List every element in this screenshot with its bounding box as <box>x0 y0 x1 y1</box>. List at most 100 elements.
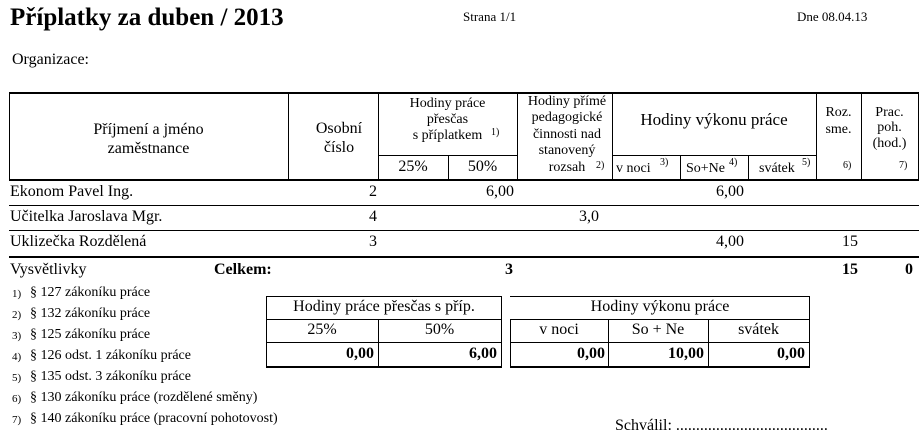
footnote-text: § 130 zákoníku práce (rozdělené směny) <box>30 390 258 405</box>
cell: 2 <box>369 183 377 200</box>
column-header: Roz. sme. <box>825 105 852 137</box>
column-header: Prac. poh. (hod.) <box>872 105 907 151</box>
column-header: Hodiny práce přesčas s příplatkem <box>409 96 486 144</box>
rule <box>748 155 749 180</box>
rule <box>510 319 810 320</box>
rule <box>816 93 817 180</box>
cell: 3 <box>369 233 377 250</box>
footnote-ref: 6) <box>843 160 852 171</box>
cell: 6,00 <box>716 183 744 200</box>
footnote-ref: 3) <box>660 157 669 168</box>
rule <box>680 155 681 180</box>
footnote-text: § 125 zákoníku práce <box>30 327 151 342</box>
footnote-ref: 2) <box>596 160 605 171</box>
summary-value: 0,00 <box>777 345 805 362</box>
rule <box>861 93 862 180</box>
cell: 4,00 <box>716 233 744 250</box>
column-header: Hodiny přímé pedagogické činnosti nad st… <box>527 94 607 175</box>
summary-header: svátek <box>738 321 779 338</box>
column-header: Osobní číslo <box>315 120 363 157</box>
employee-name: Učitelka Jaroslava Mgr. <box>10 208 163 225</box>
total: 15 <box>842 261 858 278</box>
column-header: v noci <box>616 161 651 176</box>
rule <box>378 155 517 156</box>
rule <box>9 230 919 231</box>
footnote-mark: 6) <box>12 393 22 405</box>
summary-header: 50% <box>424 321 455 338</box>
rule <box>612 93 613 180</box>
rule <box>510 319 511 367</box>
cell: 6,00 <box>486 183 514 200</box>
footnote-text: § 135 odst. 3 zákoníku práce <box>30 369 191 384</box>
rule <box>9 92 919 94</box>
column-header: svátek <box>759 161 795 176</box>
rule <box>266 366 502 368</box>
footnote-mark: 4) <box>12 351 22 363</box>
rule <box>9 93 10 180</box>
rule <box>9 205 919 206</box>
rule <box>501 296 502 367</box>
column-header: So+Ne <box>686 161 726 176</box>
footnote-mark: 1) <box>12 288 22 300</box>
rule <box>378 93 379 180</box>
summary-header: v noci <box>539 321 579 338</box>
rule <box>266 296 267 367</box>
footnote-text: § 126 odst. 1 zákoníku práce <box>30 348 191 363</box>
totals-label: Celkem: <box>214 261 272 278</box>
summary-value: 0,00 <box>346 345 374 362</box>
rule <box>448 155 449 180</box>
rule <box>266 319 502 320</box>
footnote-text: § 132 zákoníku práce <box>30 306 151 321</box>
rule <box>510 342 810 343</box>
cell: 15 <box>842 233 858 250</box>
notes-label: Vysvětlivky <box>10 261 87 278</box>
rule <box>918 93 919 180</box>
footnote-ref: 4) <box>729 157 738 168</box>
rule <box>612 155 816 156</box>
rule <box>9 256 919 258</box>
footnote-mark: 5) <box>12 372 22 384</box>
organization-label: Organizace: <box>12 51 89 68</box>
employee-name: Ekonom Pavel Ing. <box>10 183 134 200</box>
footnote-ref: 5) <box>802 157 811 168</box>
column-header: Hodiny výkonu práce <box>640 110 788 129</box>
summary-value: 0,00 <box>577 345 605 362</box>
rule <box>9 179 919 181</box>
rule <box>708 319 709 367</box>
summary-value: 6,00 <box>469 345 497 362</box>
footnote-ref: 1) <box>491 127 500 138</box>
footnote-mark: 7) <box>12 414 22 426</box>
cell: 3,0 <box>579 208 599 225</box>
column-header: 50% <box>467 158 498 175</box>
rule <box>378 319 379 367</box>
rule <box>809 296 810 367</box>
footnote-mark: 2) <box>12 309 22 321</box>
rule <box>266 296 502 297</box>
summary-title: Hodiny výkonu práce <box>590 298 730 315</box>
summary-header: 25% <box>307 321 337 338</box>
column-header: 25% <box>398 158 428 175</box>
date: Dne 08.04.13 <box>797 9 868 24</box>
cell: 4 <box>369 208 377 225</box>
page-number: Strana 1/1 <box>463 9 517 24</box>
total: 0 <box>905 261 913 278</box>
total: 3 <box>505 261 513 278</box>
rule <box>510 296 810 297</box>
rule <box>517 93 518 180</box>
footnote-text: § 140 zákoníku práce (pracovní pohotovos… <box>30 411 278 426</box>
column-header: Příjmení a jméno zaměstnance <box>93 121 204 158</box>
title: Příplatky za duben / 2013 <box>10 4 284 31</box>
employee-name: Uklizečka Rozdělená <box>10 233 147 250</box>
footnote-mark: 3) <box>12 330 22 342</box>
footnote-ref: 7) <box>899 160 908 171</box>
rule <box>608 319 609 367</box>
footnote-text: § 127 zákoníku práce <box>30 285 151 300</box>
rule <box>288 93 289 180</box>
approval: Schválil: ..............................… <box>615 417 828 434</box>
summary-header: So + Ne <box>631 321 685 338</box>
rule <box>510 366 810 368</box>
rule <box>266 342 502 343</box>
summary-value: 10,00 <box>668 345 704 362</box>
summary-title: Hodiny práce přesčas s příp. <box>293 298 475 315</box>
